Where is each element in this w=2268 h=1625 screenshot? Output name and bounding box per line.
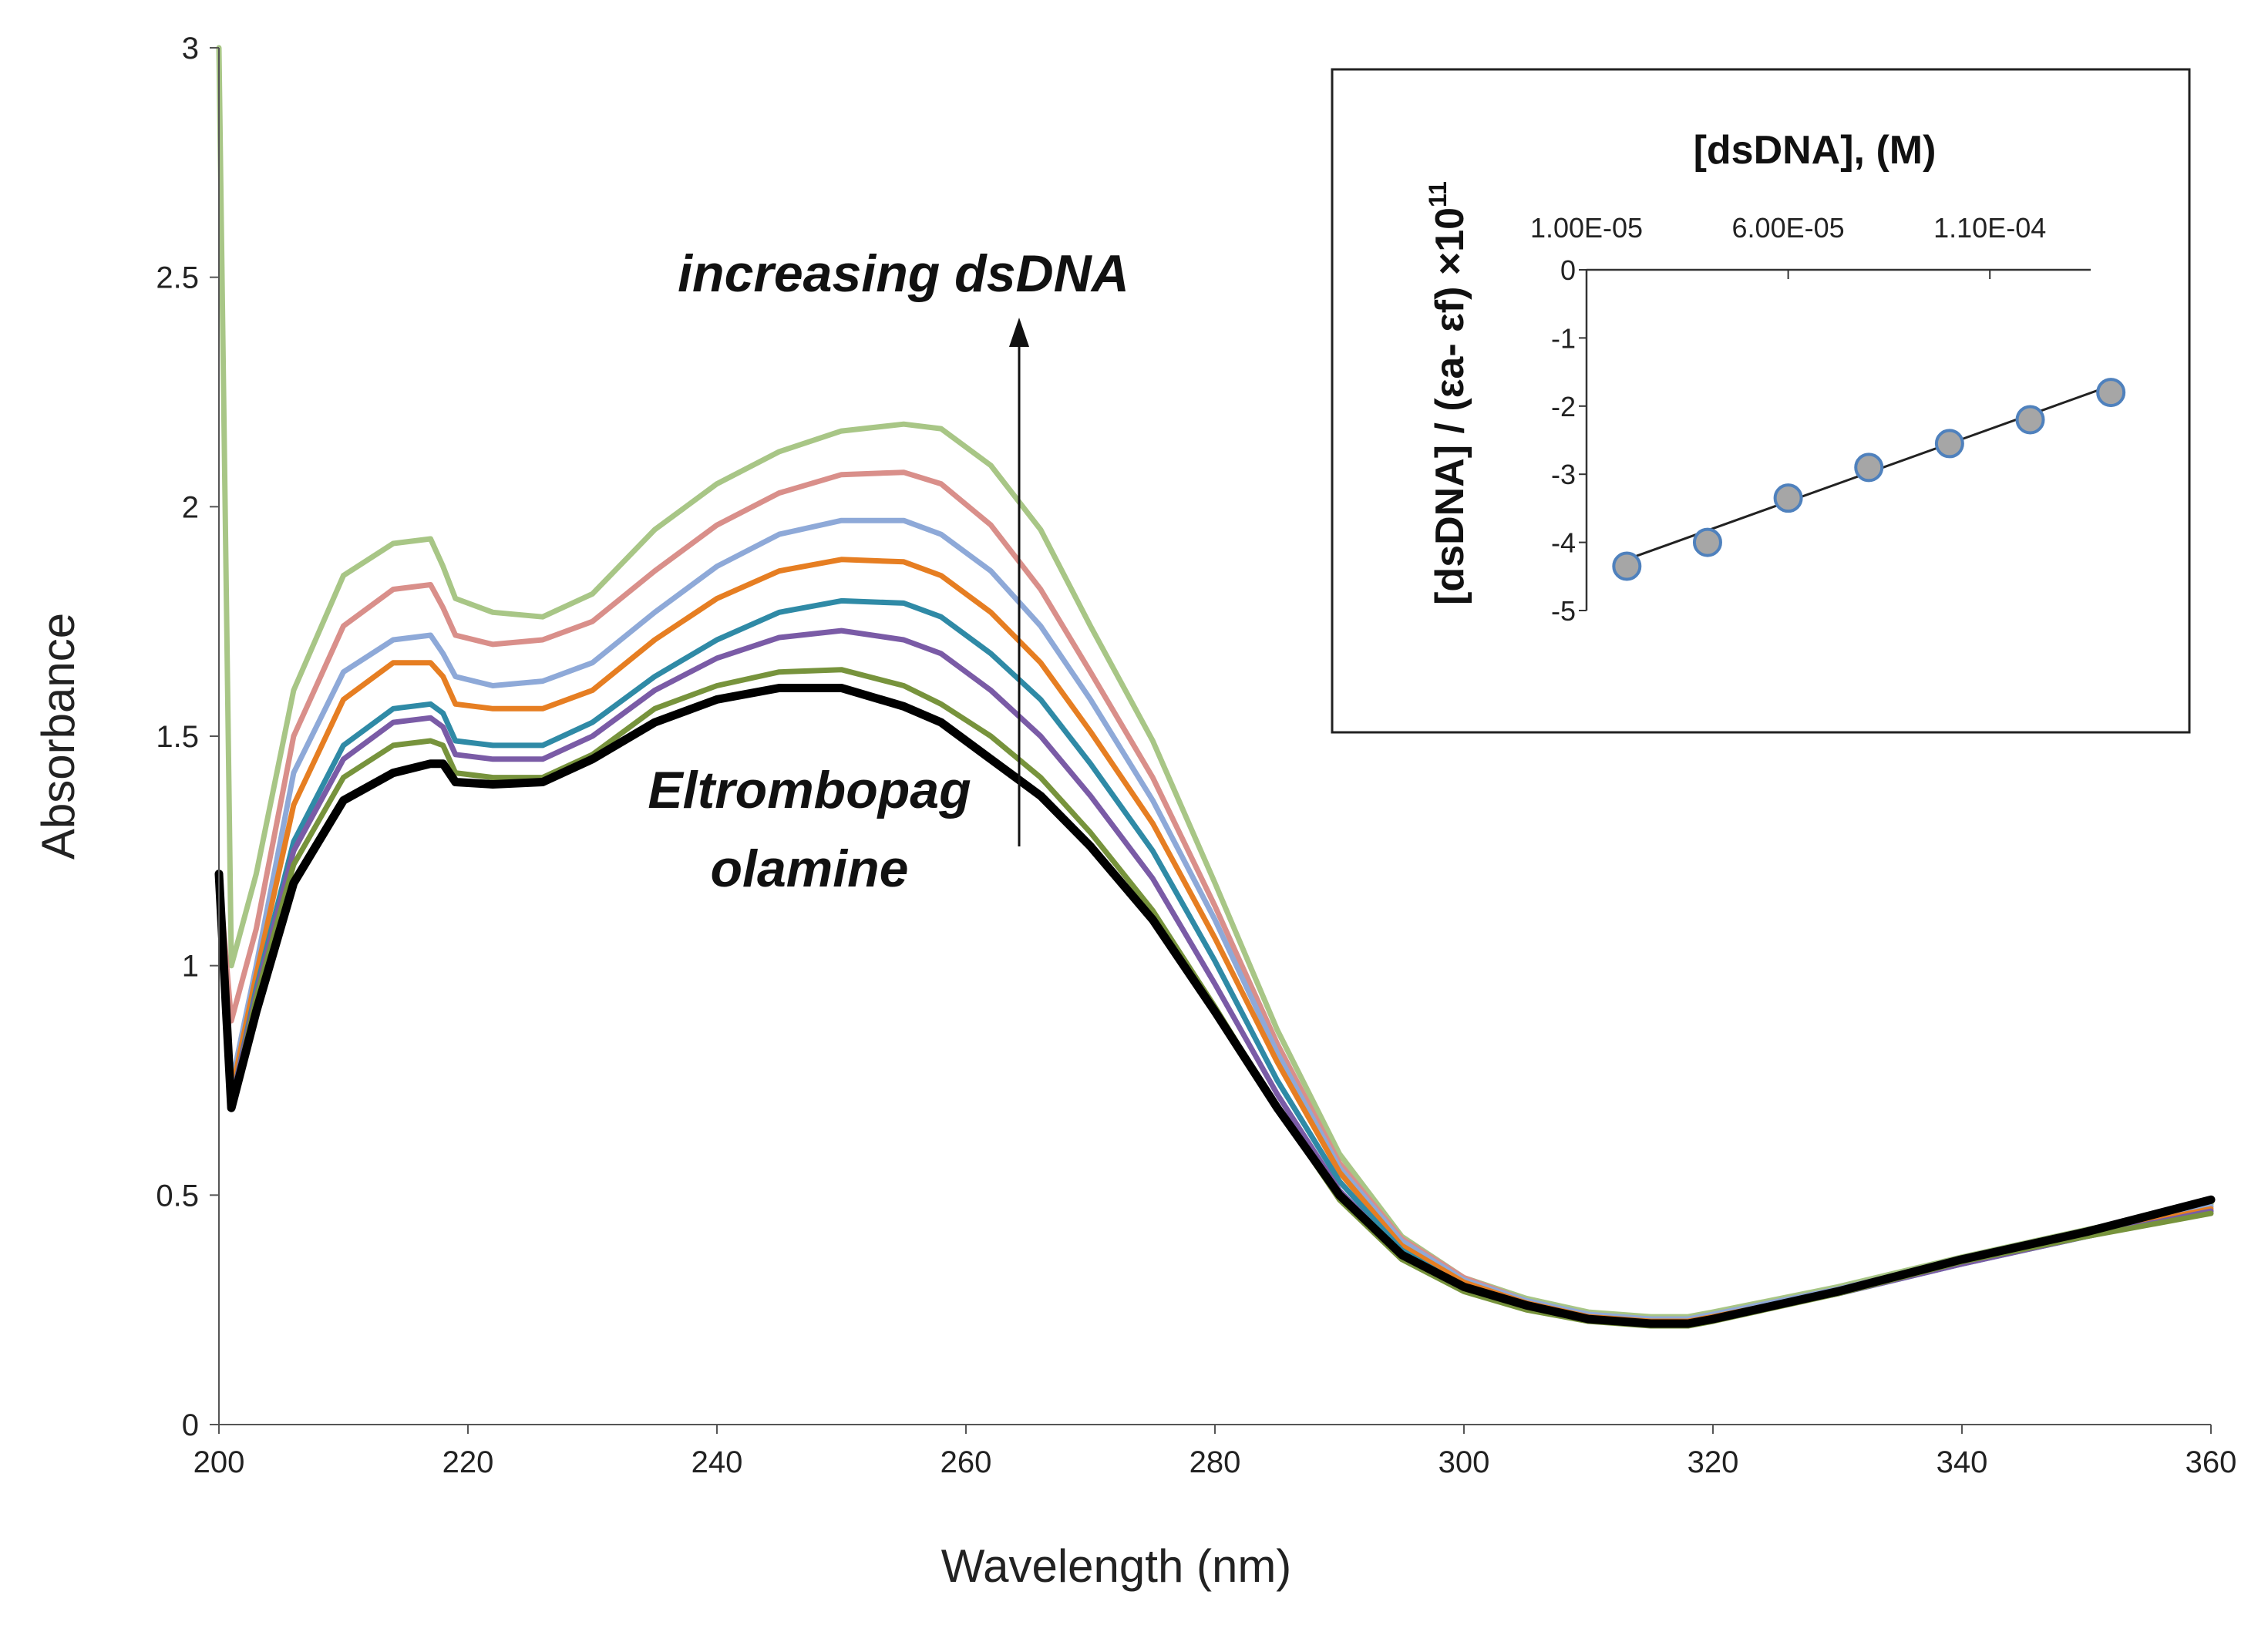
inset-y-tick-label: -3 <box>1551 459 1576 490</box>
main-ticks: 200 220 240 260 280 300 320 340 360 0 0.5 1 1.5 2 2.5 3 <box>156 32 2236 1479</box>
x-tick-label: 340 <box>1937 1445 1988 1479</box>
inset-y-axis-title: [dsDNA] / (εa- εf) ×1011 <box>1424 181 1472 605</box>
inset-x-tick-label: 6.00E-05 <box>1732 212 1845 244</box>
x-tick-label: 220 <box>442 1445 494 1479</box>
y-tick-label: 2.5 <box>156 261 199 295</box>
inset-y-tick-label: 0 <box>1560 254 1576 286</box>
inset-y-tick-label: -2 <box>1551 391 1576 422</box>
inset-points <box>1612 378 2126 581</box>
x-tick-label: 240 <box>692 1445 743 1479</box>
y-tick-label: 0 <box>182 1408 199 1442</box>
y-tick-label: 0.5 <box>156 1179 199 1213</box>
compound-label-line2: olamine <box>711 839 909 898</box>
inset-data-point <box>1612 551 1642 581</box>
x-tick-label: 260 <box>941 1445 992 1479</box>
inset-data-point <box>1692 527 1722 557</box>
increasing-dsdna-label: increasing dsDNA <box>678 244 1129 303</box>
inset-data-point <box>1773 483 1803 513</box>
inset-x-axis-title: [dsDNA], (M) <box>1694 128 1937 173</box>
y-tick-label: 1.5 <box>156 720 199 754</box>
inset-data-point <box>2096 378 2126 408</box>
y-axis-title: Absorbance <box>32 613 84 860</box>
x-tick-label: 200 <box>193 1445 245 1479</box>
inset-y-title-main: [dsDNA] / (εa- εf) ×10 <box>1428 207 1472 605</box>
inset-x-tick-label: 1.10E-04 <box>1933 212 2046 244</box>
x-tick-label: 360 <box>2186 1445 2237 1479</box>
inset-data-point <box>1854 453 1884 483</box>
inset-y-tick-label: -5 <box>1551 595 1576 627</box>
y-tick-label: 1 <box>182 950 199 984</box>
spectrum-line <box>214 684 2216 1328</box>
inset-data-point <box>1934 429 1964 459</box>
inset-x-tick-label: 1.00E-05 <box>1530 212 1643 244</box>
compound-label-line1: Eltrombopag <box>648 761 971 819</box>
x-tick-label: 280 <box>1190 1445 1241 1479</box>
y-tick-label: 2 <box>182 490 199 524</box>
x-axis-title: Wavelength (nm) <box>941 1540 1292 1592</box>
inset-y-tick-label: -4 <box>1551 527 1576 559</box>
inset-y-tick-label: -1 <box>1551 322 1576 354</box>
increasing-arrow-head <box>1009 318 1029 347</box>
inset-y-title-exponent: 11 <box>1424 181 1452 207</box>
x-tick-label: 320 <box>1688 1445 1739 1479</box>
y-tick-label: 3 <box>182 32 199 66</box>
inset-ticks: 1.00E-05 6.00E-05 1.10E-04 0 -1 -2 -3 -4 -5 <box>1530 212 2046 627</box>
spectra-lines <box>214 45 2216 1329</box>
x-tick-label: 300 <box>1439 1445 1490 1479</box>
inset-frame <box>1331 68 2191 734</box>
inset-chart: [dsDNA], (M) [dsDNA] / (εa- εf) ×1011 1.… <box>1331 68 2191 734</box>
inset-data-point <box>2015 405 2045 435</box>
